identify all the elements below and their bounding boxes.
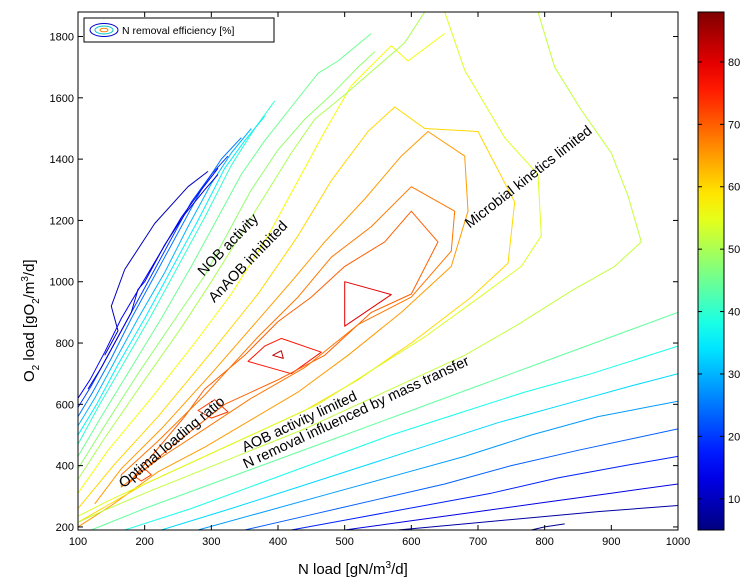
contour-line-28: [87, 174, 219, 390]
contour-line-26: [78, 167, 219, 399]
contour-line-17: [124, 345, 678, 530]
colorbar-frame: [697, 11, 725, 531]
y-tick-label: 1400: [50, 154, 74, 166]
contour-line-21: [197, 400, 678, 530]
y-tick-label: 1000: [50, 277, 74, 289]
contour-line-14: [78, 33, 372, 457]
legend-contour-outer-icon: [89, 23, 119, 37]
contour-line-2: [247, 337, 322, 375]
plot-frame: [77, 11, 679, 531]
colorbar-tick-label: 60: [728, 182, 740, 194]
legend-contour-inner-icon: [99, 27, 109, 33]
colorbar-tick-label: 70: [728, 119, 740, 131]
contour-line-11: [78, 12, 426, 480]
colorbar-gradient: [698, 12, 724, 530]
x-tick-label: 900: [602, 536, 620, 548]
contour-line-24: [78, 155, 229, 408]
legend-label: N removal efficiency [%]: [122, 25, 235, 37]
contour-line-7: [78, 131, 469, 528]
x-tick-label: 100: [69, 536, 87, 548]
contour-line-27: [344, 483, 678, 530]
y-tick-label: 400: [56, 461, 74, 473]
y-tick-label: 1600: [50, 93, 74, 105]
y-tick-label: 200: [56, 522, 74, 534]
x-tick-label: 300: [202, 536, 220, 548]
contour-line-29: [104, 171, 209, 356]
plot-area: [78, 12, 678, 530]
contour-line-16: [78, 100, 276, 445]
colorbar-tick-label: 80: [728, 57, 740, 69]
contour-line-30: [397, 505, 678, 530]
contour-line-15: [91, 311, 678, 530]
contour-line-1: [344, 281, 392, 327]
y-tick-label: 1800: [50, 32, 74, 44]
x-tick-label: 800: [535, 536, 553, 548]
colorbar-tick-label: 10: [728, 494, 740, 506]
y-tick-label: 1200: [50, 215, 74, 227]
contour-line-12: [78, 12, 642, 523]
contour-line-6: [120, 186, 456, 488]
x-axis-ticks: 100 200 300 400 500 600 700 800 900 1000: [69, 12, 690, 548]
contour-line-10: [78, 12, 542, 517]
x-tick-label: 700: [469, 536, 487, 548]
colorbar-tick-label: 30: [728, 369, 740, 381]
contour-line-18: [78, 115, 266, 436]
contour-line-13: [78, 51, 376, 469]
y-axis-ticks: 200 400 600 800 1000 1200 1400 1600 1800: [50, 32, 678, 534]
x-axis-label: N load [gN/m3/d]: [298, 560, 408, 577]
contour-line-25: [291, 455, 678, 530]
contour-line-0: [272, 350, 284, 359]
contour-line-3: [197, 399, 229, 419]
contour-line-19: [161, 373, 678, 530]
legend-contour-mid-icon: [94, 25, 114, 35]
y-tick-label: 800: [56, 338, 74, 350]
y-tick-label: 600: [56, 399, 74, 411]
x-tick-label: 200: [135, 536, 153, 548]
y-axis-label: O2 load [gO2/m3/d]: [20, 259, 42, 382]
colorbar-tick-label: 50: [728, 244, 740, 256]
colorbar: 10 20 30 40 50 60 70 80: [697, 11, 740, 531]
x-tick-label: 600: [402, 536, 420, 548]
contour-line-22: [78, 137, 242, 417]
x-tick-label: 500: [335, 536, 353, 548]
x-tick-label: 1000: [666, 536, 690, 548]
contour-lines: [78, 12, 678, 530]
contour-line-9: [78, 33, 445, 494]
legend: N removal efficiency [%]: [83, 17, 275, 43]
colorbar-tick-label: 20: [728, 431, 740, 443]
colorbar-ticks: 10 20 30 40 50 60 70 80: [698, 57, 740, 506]
x-tick-label: 400: [269, 536, 287, 548]
contour-line-4: [134, 468, 152, 482]
contour-line-5: [127, 210, 439, 485]
colorbar-tick-label: 40: [728, 307, 740, 319]
legend-box: [83, 17, 275, 43]
contour-line-23: [244, 428, 678, 530]
contour-line-20: [78, 128, 252, 427]
